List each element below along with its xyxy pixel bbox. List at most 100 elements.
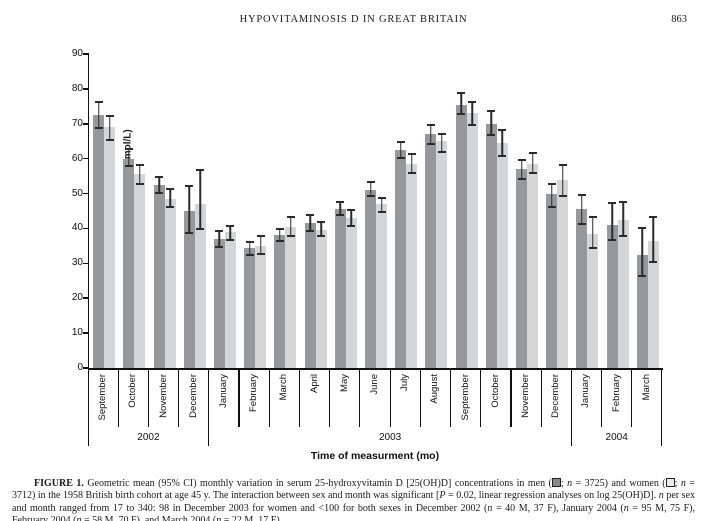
error-bar-men-Aug-2003	[426, 123, 435, 145]
error-bar-men-Jun-2003	[366, 181, 375, 198]
y-axis-tick	[83, 192, 89, 195]
y-axis-tick	[83, 88, 89, 90]
month-tick-label-cell: September	[451, 374, 481, 436]
month-tick-label-cell: December	[179, 374, 209, 436]
month-tick-label: October	[127, 374, 139, 408]
error-bar-men-Mar-2003	[275, 228, 284, 243]
year-label-2004: 2004	[605, 432, 628, 443]
bar-men-Feb-2004	[606, 224, 618, 368]
error-bar-women-Jan-2004	[588, 216, 597, 250]
y-axis-label-wrap: Serum 25-hydroxyvitamin D (nmol/L)	[30, 54, 134, 368]
bar-women-Jan-2003	[224, 231, 236, 368]
bar-women-Jun-2003	[376, 204, 387, 368]
error-bar-women-Feb-2004	[619, 200, 628, 238]
page-number: 863	[671, 14, 687, 25]
bar-men-Aug-2003	[425, 134, 437, 368]
error-bar-men-Feb-2004	[608, 202, 617, 241]
error-bar-men-Dec-2002	[185, 184, 194, 234]
month-divider	[268, 369, 270, 427]
month-tick-label-cell: March	[632, 374, 662, 436]
month-tick-label-cell: December	[541, 374, 571, 436]
bar-men-Feb-2003	[244, 247, 256, 368]
error-bar-women-May-2003	[347, 209, 356, 227]
y-axis-tick-label: 80	[71, 82, 83, 94]
bar-women-Sep-2002	[104, 127, 116, 368]
month-divider	[238, 369, 240, 427]
error-bar-women-Sep-2003	[468, 101, 477, 126]
month-tick-label: September	[97, 374, 109, 421]
error-bar-men-Jan-2003	[215, 230, 224, 248]
y-axis-tick	[83, 262, 89, 265]
month-tick-label-cell: April	[299, 374, 329, 436]
month-divider	[147, 369, 149, 427]
year-divider	[208, 369, 210, 446]
month-tick-label-cell: October	[118, 374, 148, 436]
month-tick-label: January	[580, 374, 592, 408]
bar-women-Oct-2003	[496, 142, 508, 368]
month-tick-label-cell: January	[571, 374, 601, 436]
month-tick-label-cell: January	[209, 374, 239, 436]
month-tick-label: February	[248, 374, 260, 413]
month-tick-label: July	[399, 374, 411, 391]
month-tick-label: September	[459, 374, 471, 421]
bar-women-Jul-2003	[406, 163, 418, 368]
caption-text: = 95 M, 75 F), February 2004 (	[12, 502, 695, 521]
bar-women-Oct-2002	[134, 174, 146, 368]
year-label-2002: 2002	[137, 432, 160, 443]
bar-chart-plot-area: 0 10 20 30 40 50 60 70 80 90	[72, 49, 663, 373]
y-axis-tick-label: 40	[71, 222, 83, 234]
year-divider	[660, 369, 662, 446]
bar-men-Sep-2003	[455, 104, 467, 368]
error-bar-women-Mar-2004	[649, 216, 658, 264]
y-axis-tick	[83, 297, 89, 299]
month-tick-label-cell: July	[390, 374, 420, 436]
month-tick-label: December	[187, 374, 199, 418]
y-axis-tick	[83, 367, 89, 369]
caption-text: n	[487, 502, 493, 514]
bar-men-Sep-2002	[93, 115, 105, 368]
month-tick-label-cell: November	[148, 374, 178, 436]
month-tick-label: November	[520, 374, 532, 418]
month-tick-label-cell: February	[239, 374, 269, 436]
y-axis-tick-label: 10	[71, 327, 83, 339]
bar-women-Mar-2004	[647, 240, 659, 368]
caption-text: Geometric mean (95% CI) monthly variatio…	[87, 478, 552, 489]
y-axis-tick	[83, 123, 89, 125]
bar-men-Oct-2002	[123, 158, 135, 368]
y-axis-tick-label: 90	[71, 48, 83, 59]
bar-women-May-2003	[345, 217, 357, 368]
bar-women-Mar-2003	[285, 226, 297, 368]
caption-figure-label: FIGURE 1.	[34, 478, 88, 489]
caption-text: = 40 M, 37 F), January 2004 (	[492, 502, 624, 514]
month-tick-label-cell: October	[481, 374, 511, 436]
caption-text: ;	[674, 478, 681, 489]
month-divider	[449, 369, 452, 427]
bar-men-Mar-2004	[636, 254, 648, 368]
y-axis-tick-label: 50	[71, 187, 83, 199]
caption-text: per sex and month ranged from 17 to 340:…	[12, 490, 696, 514]
error-bar-women-Dec-2003	[558, 163, 567, 198]
caption-text: n	[216, 515, 222, 521]
error-bar-women-Sep-2002	[105, 115, 114, 142]
month-tick-label-cell: November	[511, 374, 541, 436]
month-tick-label-cell: May	[330, 374, 360, 436]
y-axis-tick	[83, 157, 89, 160]
caption-text: n	[567, 478, 573, 489]
error-bar-men-Oct-2002	[124, 148, 133, 168]
year-divider	[88, 369, 90, 446]
month-divider	[329, 369, 331, 427]
error-bar-men-Oct-2003	[487, 109, 496, 136]
error-bar-women-Mar-2003	[286, 216, 295, 238]
error-bar-men-Jan-2004	[577, 193, 586, 225]
month-tick-label: December	[550, 374, 562, 418]
women-legend-swatch-icon	[665, 478, 675, 487]
month-divider	[540, 369, 542, 427]
month-tick-label: August	[429, 374, 441, 404]
error-bar-women-Oct-2003	[498, 129, 507, 157]
error-bar-women-Aug-2003	[437, 132, 446, 154]
caption-text: n	[680, 478, 686, 489]
caption-text: = 0.02, linear regression analyses on lo…	[445, 490, 659, 502]
x-axis-label: Time of measurment (mo)	[310, 450, 440, 462]
bar-men-Nov-2003	[516, 169, 528, 368]
